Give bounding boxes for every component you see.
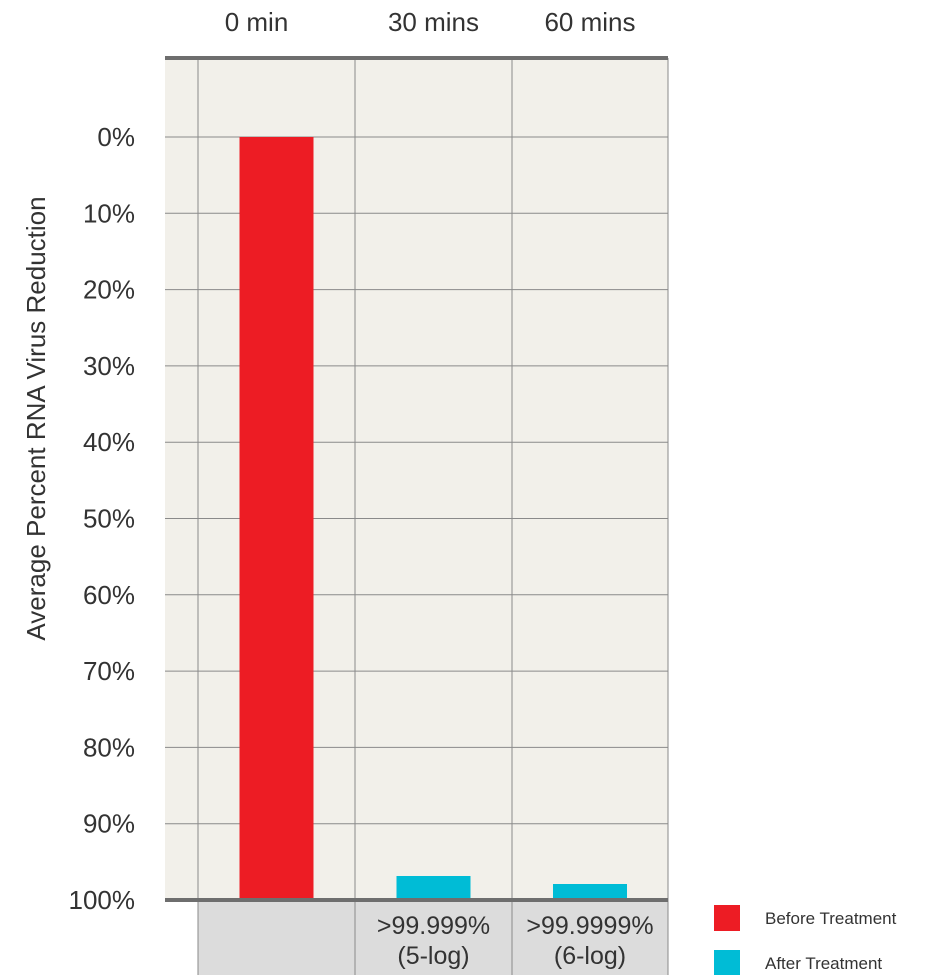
- y-tick-label: 70%: [83, 656, 135, 686]
- y-tick-label: 0%: [97, 122, 135, 152]
- category-label: 60 mins: [544, 7, 635, 37]
- category-label: 30 mins: [388, 7, 479, 37]
- y-tick-label: 80%: [83, 732, 135, 762]
- y-tick-label: 10%: [83, 198, 135, 228]
- legend: Before Treatment After Treatment: [714, 905, 897, 976]
- bar-value-label: (5-log): [397, 942, 469, 970]
- y-tick-label: 90%: [83, 809, 135, 839]
- bar-value-label: >99.9999%: [526, 912, 653, 940]
- y-tick-label: 100%: [69, 885, 136, 915]
- bar-value-label: (6-log): [554, 942, 626, 970]
- bar-before-treatment-0-min: [239, 137, 314, 900]
- y-axis-label: Average Percent RNA Virus Reduction: [21, 196, 51, 640]
- legend-label: Before Treatment: [765, 909, 897, 928]
- y-tick-label: 40%: [83, 427, 135, 457]
- category-labels: 0 min 30 mins 60 mins: [225, 7, 636, 37]
- y-tick-labels: 0% 10% 20% 30% 40% 50% 60% 70% 80% 90% 100%: [69, 122, 136, 915]
- y-tick-label: 30%: [83, 351, 135, 381]
- bars: [239, 137, 627, 900]
- legend-swatch: [714, 905, 740, 931]
- bar-value-label: >99.999%: [377, 912, 490, 940]
- bar-after-treatment-60-mins: [553, 884, 627, 900]
- category-label: 0 min: [225, 7, 289, 37]
- plot-footer-band: [198, 900, 668, 975]
- bar-labels: >99.999%(5-log) >99.9999%(6-log): [377, 912, 654, 970]
- y-tick-label: 20%: [83, 275, 135, 305]
- legend-swatch: [714, 950, 740, 976]
- bar-after-treatment-30-mins: [396, 876, 471, 900]
- y-tick-label: 60%: [83, 580, 135, 610]
- y-tick-label: 50%: [83, 504, 135, 534]
- legend-label: After Treatment: [765, 954, 882, 973]
